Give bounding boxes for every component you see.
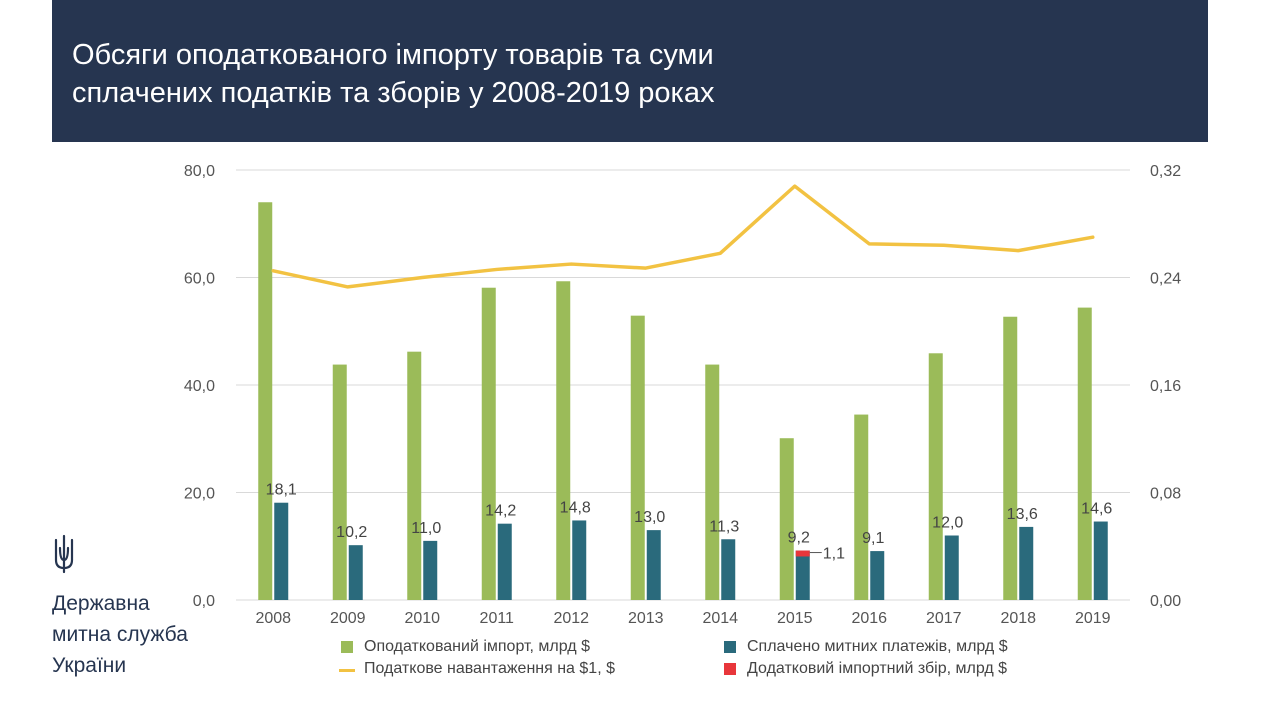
legend-label-tax: Податкове навантаження на $1, $ (364, 660, 615, 677)
customs-data-label: 14,2 (485, 503, 516, 520)
customs-data-label: 13,0 (634, 509, 665, 526)
y-tick-label: 0,0 (193, 593, 215, 610)
import-bar (1003, 316, 1018, 600)
customs-data-label: 9,1 (862, 530, 884, 547)
legend-label-import: Оподаткований імпорт, млрд $ (364, 638, 590, 655)
import-bar (630, 315, 645, 600)
title-line-2: сплачених податків та зборів у 2008-2019… (72, 77, 715, 109)
customs-bar (646, 530, 661, 600)
import-bar (407, 351, 422, 600)
import-bar (332, 364, 347, 600)
tax-burden-line (271, 184, 1095, 289)
import-bar (928, 353, 943, 600)
import-bar (556, 281, 571, 600)
x-tick-label: 2014 (702, 610, 738, 627)
y-tick-label: 40,0 (184, 378, 215, 395)
customs-bar (870, 551, 885, 600)
trident-icon (54, 534, 74, 574)
customs-bar (348, 545, 363, 600)
org-line-2: митна служба (52, 623, 188, 646)
customs-data-label: 14,6 (1081, 501, 1112, 518)
customs-bar (497, 523, 512, 600)
y2-tick-label: 0,08 (1150, 486, 1181, 503)
y2-tick-label: 0,32 (1150, 163, 1181, 180)
y-tick-label: 80,0 (184, 163, 215, 180)
customs-bar (721, 539, 736, 600)
customs-data-label: 9,2 (788, 530, 810, 547)
x-tick-label: 2010 (404, 610, 440, 627)
customs-bar (944, 535, 959, 600)
customs-data-label: 11,0 (411, 520, 441, 537)
customs-data-label: 18,1 (266, 482, 297, 499)
header-banner: Обсяги оподаткованого імпорту товарів та… (52, 0, 1208, 142)
x-tick-label: 2015 (777, 610, 813, 627)
x-tick-label: 2016 (851, 610, 887, 627)
x-tick-label: 2017 (926, 610, 962, 627)
customs-bar (1019, 526, 1034, 600)
x-tick-label: 2013 (628, 610, 664, 627)
customs-data-label: 13,6 (1007, 506, 1038, 523)
customs-data-label: 10,2 (336, 524, 367, 541)
import-bar (854, 414, 869, 600)
y2-tick-label: 0,00 (1150, 593, 1181, 610)
x-tick-label: 2012 (553, 610, 589, 627)
x-tick-label: 2018 (1000, 610, 1036, 627)
import-bar (779, 438, 794, 600)
customs-bar (274, 502, 289, 600)
y-tick-label: 20,0 (184, 486, 215, 503)
import-bar (258, 202, 273, 600)
customs-data-label: 12,0 (932, 515, 963, 532)
y2-tick-label: 0,24 (1150, 271, 1181, 288)
org-line-3: України (52, 654, 127, 677)
import-bar (1077, 307, 1092, 600)
customs-data-label: 11,3 (709, 518, 739, 535)
fee-data-label: 1,1 (823, 546, 845, 563)
import-bar (481, 287, 496, 600)
customs-data-label: 14,8 (560, 499, 591, 516)
customs-bar (572, 520, 587, 600)
y-tick-label: 60,0 (184, 271, 215, 288)
page-title: Обсяги оподаткованого імпорту товарів та… (72, 36, 1188, 112)
org-line-1: Державна (52, 592, 150, 615)
customs-bar (1093, 521, 1108, 600)
x-tick-label: 2008 (255, 610, 291, 627)
extra-fee-bar (795, 550, 810, 557)
y2-tick-label: 0,16 (1150, 378, 1181, 395)
x-tick-label: 2019 (1075, 610, 1111, 627)
import-bar (705, 364, 720, 600)
customs-bar (795, 550, 810, 600)
x-tick-label: 2009 (330, 610, 366, 627)
title-line-1: Обсяги оподаткованого імпорту товарів та… (72, 39, 714, 71)
customs-bar (423, 540, 438, 600)
organization-name: Державна митна служба України (52, 588, 188, 681)
legend-label-customs: Сплачено митних платежів, млрд $ (747, 638, 1008, 655)
x-tick-label: 2011 (480, 610, 515, 627)
legend-label-fee: Додатковий імпортний збір, млрд $ (747, 660, 1008, 677)
